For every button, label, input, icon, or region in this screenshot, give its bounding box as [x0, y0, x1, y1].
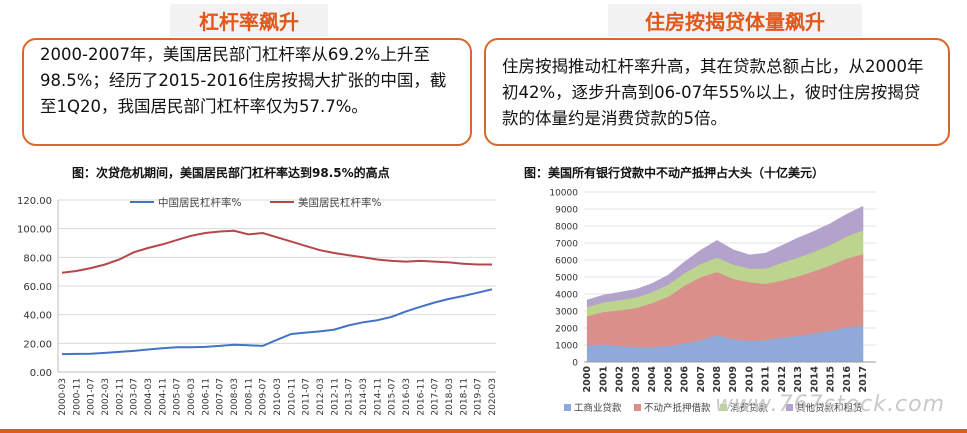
legend-label: 消费贷款: [730, 402, 769, 414]
x-tick-label: 2014-03: [359, 378, 369, 416]
x-tick-label: 2004-11: [158, 378, 168, 416]
series-line-2: [61, 229, 492, 274]
legend-swatch: [786, 404, 793, 411]
x-tick-label: 2012: [777, 366, 788, 392]
watermark-text: www.767stock.com: [715, 392, 945, 417]
y-tick-label: 5000: [555, 274, 578, 284]
x-tick-label: 2002: [615, 366, 626, 392]
legend-swatch: [720, 404, 727, 411]
y-tick-label: 40.00: [23, 311, 52, 322]
x-tick-label: 2020-03: [488, 378, 498, 416]
y-tick-label: 7000: [555, 240, 578, 250]
x-tick-label: 2004: [647, 366, 658, 393]
bottom-accent-bar: [0, 429, 967, 433]
x-tick-label: 2007-07: [216, 378, 226, 416]
y-tick-label: 3000: [555, 308, 578, 318]
right-summary-box: 住房按揭推动杠杆率升高，其在贷款总额占比，从2000年初42%，逐步升高到06-…: [484, 38, 950, 146]
x-tick-label: 2018-11: [459, 378, 469, 416]
legend-swatch: [634, 404, 641, 411]
x-tick-label: 2018-03: [445, 378, 455, 416]
x-tick-label: 2007: [696, 366, 707, 392]
y-tick-label: 60.00: [23, 282, 52, 293]
legend-label: 中国居民杠杆率%: [158, 196, 241, 209]
x-tick-label: 2003: [631, 366, 642, 392]
y-tick-label: 0: [572, 359, 578, 369]
x-tick-label: 2012-11: [330, 378, 340, 416]
right-summary-text: 住房按揭推动杠杆率升高，其在贷款总额占比，从2000年初42%，逐步升高到06-…: [502, 57, 924, 128]
x-tick-label: 2001-07: [87, 378, 97, 416]
y-tick-label: 0.00: [30, 368, 52, 379]
right-chart-title: 图：美国所有银行贷款中不动产抵押占大头（十亿美元）: [524, 166, 825, 180]
legend-label: 不动产抵押借款: [644, 402, 711, 414]
y-tick-label: 1000: [555, 342, 578, 352]
x-tick-label: 2003-07: [130, 378, 140, 416]
left-summary-text: 2000-2007年，美国居民部门杠杆率从69.2%上升至98.5%；经历了20…: [40, 45, 447, 116]
x-tick-label: 2010-03: [273, 378, 283, 416]
left-section-title: 杠杆率飙升: [170, 4, 328, 37]
x-tick-label: 2015: [826, 366, 837, 392]
x-tick-label: 2016-11: [416, 378, 426, 416]
x-tick-label: 2006-03: [187, 378, 197, 416]
x-tick-label: 2006-11: [201, 378, 211, 416]
y-tick-label: 8000: [555, 223, 578, 233]
area-series-4: [586, 205, 864, 308]
x-tick-label: 2006: [680, 366, 691, 393]
x-tick-label: 2004-03: [144, 378, 154, 416]
x-tick-label: 2002-11: [115, 378, 125, 416]
y-tick-label: 120.00: [17, 196, 52, 207]
x-tick-label: 2009: [728, 366, 739, 392]
y-tick-label: 100.00: [17, 225, 52, 236]
x-tick-label: 2008-11: [244, 378, 254, 416]
loan-stacked-area-chart: 0 1000 2000 3000 4000 5000 6000 7000 8000 9000 100…: [549, 189, 876, 414]
x-tick-label: 2008-03: [230, 378, 240, 416]
y-tick-label: 2000: [555, 325, 578, 335]
x-tick-label: 2019-07: [474, 378, 484, 416]
right-section-title: 住房按揭贷体量飙升: [608, 4, 862, 37]
legend-swatch: [564, 404, 571, 411]
x-tick-label: 2002-03: [101, 378, 111, 416]
x-tick-label: 2010-11: [287, 378, 297, 416]
x-tick-label: 2011-07: [302, 378, 312, 416]
x-tick-label: 2017: [858, 366, 869, 392]
x-tick-label: 2000: [582, 366, 593, 393]
x-tick-label: 2014: [809, 366, 820, 393]
x-tick-label: 2005: [663, 366, 674, 392]
x-tick-label: 2013: [793, 366, 804, 392]
x-tick-label: 2011: [761, 366, 772, 392]
x-tick-label: 2010: [744, 366, 755, 393]
y-tick-label: 6000: [555, 257, 578, 267]
legend-label: 美国居民杠杆率%: [298, 196, 381, 209]
x-tick-label: 2000-11: [72, 378, 82, 416]
leverage-line-chart: 0.00 20.00 40.00 60.00 80.00 100.00 120.00 2000…: [17, 196, 498, 416]
legend-label: 其他贷款和租赁: [796, 402, 863, 414]
series-line-1: [61, 288, 493, 356]
x-tick-label: 2009-07: [259, 378, 269, 416]
x-tick-label: 2017-07: [431, 378, 441, 416]
x-tick-label: 2016: [842, 366, 853, 393]
x-tick-label: 2015-07: [388, 378, 398, 416]
y-tick-label: 10000: [549, 189, 578, 199]
y-tick-label: 9000: [555, 206, 578, 216]
x-tick-label: 2000-03: [58, 378, 68, 416]
x-tick-label: 2016-03: [402, 378, 412, 416]
left-summary-box: 2000-2007年，美国居民部门杠杆率从69.2%上升至98.5%；经历了20…: [22, 38, 472, 146]
x-tick-label: 2012-03: [316, 378, 326, 416]
y-tick-label: 4000: [555, 291, 578, 301]
x-tick-label: 2005-07: [173, 378, 183, 416]
x-tick-label: 2014-11: [373, 378, 383, 416]
x-tick-label: 2013-07: [345, 378, 355, 416]
y-tick-label: 20.00: [23, 339, 52, 350]
legend-label: 工商业贷款: [574, 402, 622, 414]
left-chart-title: 图：次贷危机期间，美国居民部门杠杆率达到98.5%的高点: [72, 166, 390, 180]
x-tick-label: 2008: [712, 366, 723, 393]
x-tick-label: 2001: [598, 366, 609, 392]
y-tick-label: 80.00: [23, 253, 52, 264]
